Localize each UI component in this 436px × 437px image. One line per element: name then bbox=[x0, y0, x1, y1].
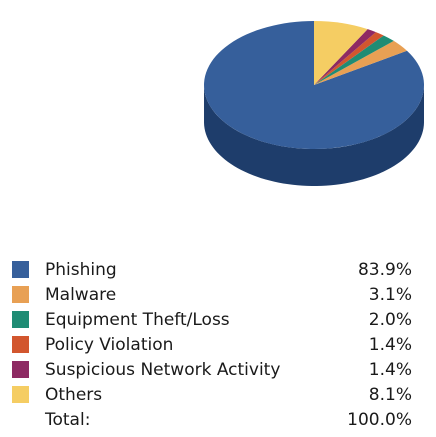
legend-row-suspicious-network-activity: Suspicious Network Activity 1.4% bbox=[12, 357, 412, 382]
legend-row-malware: Malware 3.1% bbox=[12, 282, 412, 307]
legend-value-phishing: 83.9% bbox=[357, 259, 412, 280]
legend-label-phishing: Phishing bbox=[45, 259, 117, 280]
pie-slice-malware bbox=[314, 40, 407, 85]
legend-value-suspicious-network-activity: 1.4% bbox=[368, 359, 412, 380]
pie-chart bbox=[196, 0, 436, 200]
legend-swatch-others bbox=[12, 386, 29, 403]
legend-row-phishing: Phishing 83.9% bbox=[12, 257, 412, 282]
legend-swatch-policy-violation bbox=[12, 336, 29, 353]
legend-swatch-equipment-theft-loss bbox=[12, 311, 29, 328]
legend-label-equipment-theft-loss: Equipment Theft/Loss bbox=[45, 309, 230, 330]
legend-label-total: Total: bbox=[45, 409, 91, 430]
legend: Phishing 83.9% Malware 3.1% Equipment Th… bbox=[12, 257, 412, 432]
legend-value-malware: 3.1% bbox=[368, 284, 412, 305]
legend-label-others: Others bbox=[45, 384, 103, 405]
legend-value-total: 100.0% bbox=[347, 409, 412, 430]
legend-value-equipment-theft-loss: 2.0% bbox=[368, 309, 412, 330]
pie-slice-equipment-theft-loss bbox=[314, 35, 394, 85]
legend-value-others: 8.1% bbox=[368, 384, 412, 405]
legend-row-policy-violation: Policy Violation 1.4% bbox=[12, 332, 412, 357]
pie-slice-phishing bbox=[204, 21, 425, 149]
legend-row-equipment-theft-loss: Equipment Theft/Loss 2.0% bbox=[12, 307, 412, 332]
legend-swatch-malware bbox=[12, 286, 29, 303]
legend-row-total: Total: 100.0% bbox=[12, 407, 412, 432]
pie-slice-suspicious-network-activity bbox=[314, 29, 376, 86]
pie-chart-svg bbox=[204, 21, 425, 186]
legend-swatch-phishing bbox=[12, 261, 29, 278]
pie-side-0 bbox=[204, 85, 424, 186]
legend-swatch-total bbox=[12, 411, 29, 428]
legend-label-policy-violation: Policy Violation bbox=[45, 334, 174, 355]
legend-swatch-suspicious-network-activity bbox=[12, 361, 29, 378]
legend-label-suspicious-network-activity: Suspicious Network Activity bbox=[45, 359, 281, 380]
pie-slice-policy-violation bbox=[314, 32, 384, 85]
legend-label-malware: Malware bbox=[45, 284, 117, 305]
pie-slice-others bbox=[314, 21, 368, 85]
legend-value-policy-violation: 1.4% bbox=[368, 334, 412, 355]
legend-row-others: Others 8.1% bbox=[12, 382, 412, 407]
